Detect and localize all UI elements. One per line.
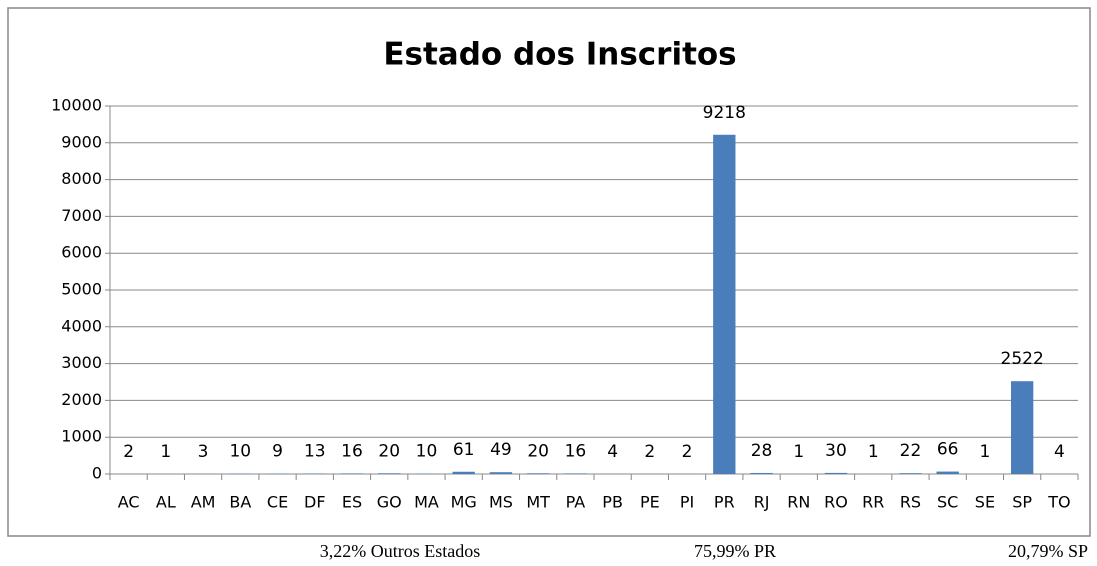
x-tick-label: BA: [229, 493, 251, 512]
bar: [750, 472, 773, 474]
x-tick-label: PI: [680, 493, 694, 512]
x-tick-label: RO: [824, 493, 848, 512]
data-label: 9: [272, 442, 283, 462]
y-tick-label: 9000: [61, 132, 102, 151]
y-tick-label: 5000: [61, 280, 102, 299]
x-tick-label: SP: [1012, 493, 1032, 512]
data-label: 9218: [703, 103, 746, 123]
x-tick-label: RJ: [754, 493, 770, 512]
data-label: 22: [900, 441, 922, 461]
data-label: 2522: [1001, 349, 1044, 369]
x-tick-label: GO: [377, 493, 402, 512]
data-label: 13: [304, 442, 326, 462]
y-tick-label: 6000: [61, 243, 102, 262]
x-tick-label: TO: [1047, 493, 1070, 512]
data-label: 49: [490, 440, 512, 460]
data-label: 20: [378, 441, 400, 461]
y-tick-label: 1000: [61, 427, 102, 446]
data-label: 4: [1054, 442, 1065, 462]
annotation: 20,79% SP: [1008, 541, 1088, 561]
data-label: 16: [565, 441, 587, 461]
x-tick-label: DF: [304, 493, 326, 512]
bar: [564, 473, 587, 474]
y-tick-label: 8000: [61, 169, 102, 188]
data-label: 2: [123, 442, 134, 462]
y-tick-label: 10000: [51, 96, 102, 115]
data-label: 1: [868, 442, 879, 462]
x-tick-label: AC: [118, 493, 140, 512]
chart-frame: [7, 7, 1091, 537]
x-tick-label: PE: [640, 493, 660, 512]
bar: [489, 472, 513, 474]
x-tick-label: ES: [342, 493, 362, 512]
y-tick-label: 4000: [61, 316, 102, 335]
x-tick-label: RS: [900, 493, 921, 512]
x-tick-label: SE: [975, 493, 995, 512]
data-label: 1: [160, 442, 171, 462]
data-label: 3: [198, 442, 209, 462]
x-tick-label: RR: [862, 493, 884, 512]
data-label: 30: [825, 441, 847, 461]
x-tick-label: AM: [191, 493, 216, 512]
data-label: 10: [416, 442, 438, 462]
data-label: 28: [751, 441, 773, 461]
data-label: 2: [644, 442, 655, 462]
chart-title: Estado dos Inscritos: [383, 37, 736, 73]
bar: [824, 472, 848, 474]
x-tick-label: AL: [156, 493, 176, 512]
bar: [452, 471, 475, 474]
data-label: 2: [682, 442, 693, 462]
bar: [713, 134, 736, 475]
data-label: 1: [980, 442, 991, 462]
data-label: 1: [793, 442, 804, 462]
x-tick-label: SC: [937, 493, 958, 512]
y-tick-label: 7000: [61, 206, 102, 225]
annotation: 3,22% Outros Estados: [320, 541, 481, 561]
x-tick-label: RN: [787, 493, 810, 512]
bar: [526, 473, 550, 474]
x-tick-label: PB: [602, 493, 623, 512]
data-label: 16: [341, 441, 363, 461]
x-tick-label: MS: [489, 493, 513, 512]
bar: [936, 471, 959, 474]
data-label: 4: [607, 442, 618, 462]
x-tick-label: CE: [267, 493, 288, 512]
bar: [899, 473, 922, 474]
x-tick-label: MT: [526, 493, 550, 512]
x-tick-label: MA: [414, 493, 439, 512]
bar: [340, 473, 364, 474]
x-tick-label: MG: [451, 493, 477, 512]
x-tick-label: PA: [566, 493, 586, 512]
data-label: 61: [453, 440, 475, 460]
data-label: 66: [937, 440, 959, 460]
data-label: 20: [527, 441, 549, 461]
y-tick-label: 2000: [61, 390, 102, 409]
y-tick-label: 0: [92, 464, 102, 483]
bar: [1010, 381, 1034, 474]
y-tick-label: 3000: [61, 353, 102, 372]
x-tick-label: PR: [714, 493, 735, 512]
annotation: 75,99% PR: [694, 541, 776, 561]
bar: [378, 473, 401, 474]
data-label: 10: [229, 442, 251, 462]
